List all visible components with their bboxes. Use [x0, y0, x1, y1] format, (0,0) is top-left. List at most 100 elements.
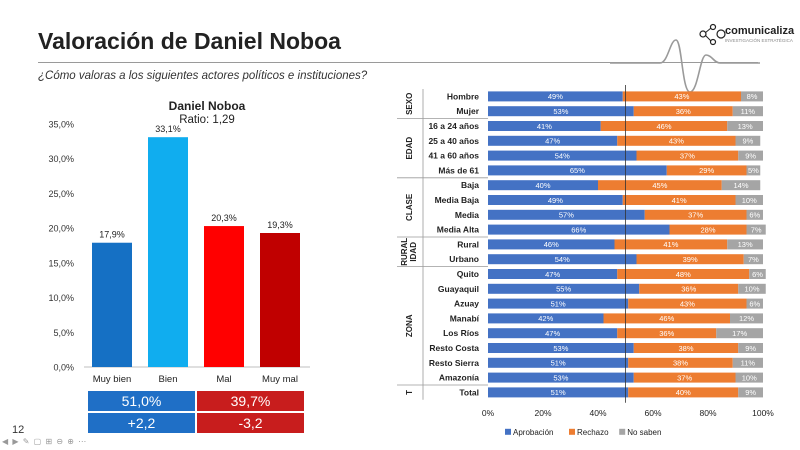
row-label: Resto Costa	[429, 343, 479, 353]
row-label: Media Alta	[437, 225, 479, 235]
segment-value-label: 37%	[688, 211, 703, 220]
row-label: Resto Sierra	[429, 358, 479, 368]
segment-value-label: 5%	[748, 166, 759, 175]
row-label: Total	[459, 387, 479, 397]
bar-muy-mal	[260, 233, 300, 367]
segment-value-label: 17%	[732, 329, 747, 338]
summary-row-percent: 51,0% 39,7%	[87, 390, 305, 412]
segment-value-label: 41%	[663, 240, 678, 249]
logo-icon	[699, 23, 726, 46]
segment-rechazo	[622, 195, 736, 205]
segment-value-label: 11%	[741, 107, 756, 116]
group-label-text: SEXO	[405, 93, 414, 115]
row-label: Rural	[457, 239, 479, 249]
segment-no-saben	[735, 195, 763, 205]
segment-value-label: 9%	[745, 388, 756, 397]
summary-table: 51,0% 39,7% +2,2 -3,2	[87, 390, 305, 434]
segment-no-saben	[738, 343, 763, 353]
row-label: 25 a 40 años	[428, 136, 479, 146]
segment-no-saben	[738, 387, 763, 398]
segment-aprobaci-n	[488, 165, 667, 176]
segment-value-label: 57%	[559, 211, 574, 220]
segment-value-label: 38%	[678, 344, 693, 353]
segment-value-label: 43%	[674, 92, 689, 101]
bar-value-label: 19,3%	[267, 220, 293, 230]
segment-value-label: 43%	[669, 137, 684, 146]
segment-value-label: 13%	[738, 122, 753, 131]
segment-value-label: 53%	[553, 107, 568, 116]
y-tick-label: 30,0%	[48, 154, 74, 164]
row-label: 16 a 24 años	[428, 121, 479, 131]
group-label-3: RURAL IDAD	[400, 238, 418, 266]
segment-aprobaci-n	[488, 283, 640, 294]
page-subtitle: ¿Cómo valoras a los siguientes actores p…	[38, 70, 368, 82]
segment-value-label: 45%	[652, 181, 667, 190]
segment-value-label: 10%	[742, 373, 757, 382]
segment-no-saben	[716, 328, 763, 339]
segment-value-label: 46%	[659, 314, 674, 323]
legend-swatch	[619, 428, 626, 435]
segment-value-label: 9%	[742, 137, 753, 146]
summary-positive-change: +2,2	[87, 412, 196, 434]
row-label: Amazonía	[439, 373, 479, 383]
group-label-text: RURAL	[400, 238, 409, 266]
segment-value-label: 48%	[676, 270, 691, 279]
segment-rechazo	[598, 180, 722, 191]
segment-rechazo	[666, 165, 747, 176]
segment-rechazo	[614, 239, 728, 250]
y-tick-label: 20,0%	[48, 224, 74, 234]
row-label: Mujer	[456, 106, 479, 116]
segment-aprobaci-n	[488, 209, 645, 220]
segment-rechazo	[617, 135, 736, 146]
segment-aprobaci-n	[488, 135, 618, 146]
segment-rechazo	[633, 343, 739, 353]
logo-tagline: INVESTIGACIÓN ESTRATÉGICA	[725, 38, 793, 43]
segment-aprobaci-n	[488, 180, 598, 191]
group-label-0: SEXO	[405, 93, 414, 115]
segment-no-saben	[732, 106, 763, 117]
segment-rechazo	[628, 387, 739, 398]
segment-value-label: 28%	[700, 225, 715, 234]
segment-value-label: 36%	[676, 107, 691, 116]
segment-aprobaci-n	[488, 357, 629, 368]
legend-swatch	[569, 428, 575, 435]
segment-value-label: 13%	[738, 240, 753, 249]
row-label: Quito	[457, 269, 479, 279]
segment-value-label: 9%	[745, 151, 756, 160]
row-label: Baja	[461, 180, 479, 190]
segment-no-saben	[746, 209, 763, 220]
x-category-label: Mal	[216, 374, 231, 385]
segment-aprobaci-n	[488, 298, 629, 309]
summary-row-change: +2,2 -3,2	[87, 412, 305, 434]
segment-aprobaci-n	[488, 328, 618, 339]
legend-label: No saben	[627, 428, 661, 437]
segment-value-label: 29%	[699, 166, 714, 175]
x-tick-label: 20%	[534, 408, 551, 418]
bar-muy-bien	[92, 242, 132, 367]
segment-no-saben	[746, 298, 763, 309]
group-label-text: T	[405, 390, 414, 395]
row-label: Azuay	[454, 299, 479, 309]
group-label-text: EDAD	[405, 137, 414, 160]
segment-value-label: 38%	[673, 359, 688, 368]
segment-value-label: 43%	[680, 299, 695, 308]
segment-value-label: 51%	[551, 359, 566, 368]
segment-no-saben	[746, 224, 766, 235]
slide-nav-icons[interactable]: ◀ ▶ ✎ ▢ ⊞ ⊖ ⊕ ⋯	[2, 437, 88, 446]
segment-no-saben	[741, 91, 763, 102]
segment-stacked-bar-chart: SEXO EDAD CLASE RURAL IDAD ZONA T Hombre 49% 43% 8…	[397, 85, 774, 437]
x-category-label: Bien	[158, 374, 177, 385]
row-label: Guayaquil	[438, 284, 479, 294]
segment-value-label: 53%	[553, 344, 568, 353]
segment-value-label: 42%	[538, 314, 553, 323]
segment-rechazo	[669, 224, 747, 235]
segment-value-label: 65%	[570, 166, 585, 175]
segment-rechazo	[636, 150, 739, 161]
segment-rechazo	[617, 328, 717, 339]
bar-mal	[204, 226, 244, 367]
segment-value-label: 40%	[676, 388, 691, 397]
y-tick-label: 15,0%	[48, 258, 74, 268]
x-tick-label: 80%	[699, 408, 716, 418]
bar-value-label: 20,3%	[211, 213, 237, 223]
